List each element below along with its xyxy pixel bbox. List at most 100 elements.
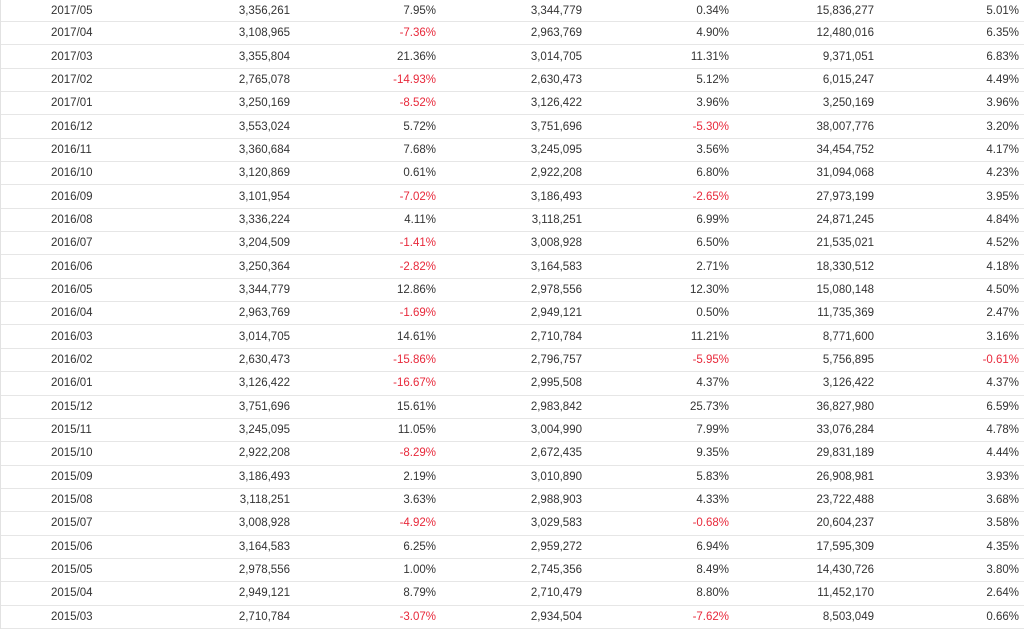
change-1-cell: -3.07%: [399, 610, 436, 623]
date-cell: 2017/01: [51, 97, 93, 110]
change-3-cell: 3.95%: [986, 190, 1019, 203]
table-row: 2015/03 2,710,784 -3.07% 2,934,504 -7.62% 8,5…: [1, 606, 1024, 629]
table-row: 2016/10 3,120,869 0.61% 2,922,208 6.80% 31,09…: [1, 162, 1024, 186]
table-row: 2016/04 2,963,769 -1.69% 2,949,121 0.50% 11,7…: [1, 302, 1024, 326]
value-2-cell: 2,710,784: [530, 330, 582, 343]
change-3-cell: 3.80%: [986, 564, 1019, 577]
change-1-cell: -14.93%: [393, 73, 436, 86]
value-2-cell: 2,949,121: [530, 307, 582, 320]
change-1-cell: 14.61%: [396, 330, 436, 343]
change-2-cell: 2.71%: [696, 260, 729, 273]
date-cell: 2015/03: [51, 610, 93, 623]
change-2-cell: 7.99%: [696, 424, 729, 437]
change-3-cell: 3.93%: [986, 470, 1019, 483]
change-1-cell: -2.82%: [399, 260, 436, 273]
change-2-cell: 5.83%: [696, 470, 729, 483]
change-3-cell: 4.23%: [986, 167, 1019, 180]
value-1-cell: 3,008,928: [238, 517, 290, 530]
table-row: 2015/04 2,949,121 8.79% 2,710,479 8.80% 11,45…: [1, 582, 1024, 606]
value-2-cell: 2,988,903: [530, 494, 582, 507]
value-3-cell: 9,371,051: [822, 50, 874, 63]
value-2-cell: 2,934,504: [530, 610, 582, 623]
change-1-cell: -1.69%: [399, 307, 436, 320]
value-2-cell: 2,959,272: [530, 540, 582, 553]
table-row: 2017/05 3,356,261 7.95% 3,344,779 0.34% 15,83…: [1, 0, 1024, 22]
change-1-cell: 1.00%: [403, 564, 436, 577]
value-2-cell: 2,978,556: [530, 283, 582, 296]
change-2-cell: 3.96%: [696, 97, 729, 110]
date-cell: 2015/10: [51, 447, 93, 460]
value-2-cell: 3,118,251: [531, 213, 582, 226]
change-2-cell: 4.37%: [696, 377, 729, 390]
table-row: 2016/11 3,360,684 7.68% 3,245,095 3.56% 34,45…: [1, 139, 1024, 163]
table-row: 2015/11 3,245,095 11.05% 3,004,990 7.99% 33,0…: [1, 419, 1024, 443]
change-3-cell: 4.84%: [986, 213, 1019, 226]
date-cell: 2016/10: [51, 167, 93, 180]
change-1-cell: -15.86%: [393, 353, 436, 366]
date-cell: 2017/05: [51, 4, 93, 17]
table-row: 2017/01 3,250,169 -8.52% 3,126,422 3.96% 3,25…: [1, 92, 1024, 116]
change-2-cell: 8.49%: [696, 564, 729, 577]
value-2-cell: 2,672,435: [530, 447, 582, 460]
value-2-cell: 2,745,356: [530, 564, 582, 577]
value-1-cell: 3,751,696: [238, 400, 290, 413]
value-1-cell: 3,250,364: [238, 260, 290, 273]
change-3-cell: 4.50%: [986, 283, 1019, 296]
table-row: 2017/03 3,355,804 21.36% 3,014,705 11.31% 9,3…: [1, 45, 1024, 69]
value-1-cell: 3,126,422: [238, 377, 290, 390]
table-row: 2016/08 3,336,224 4.11% 3,118,251 6.99% 24,87…: [1, 209, 1024, 233]
value-3-cell: 12,480,016: [816, 27, 874, 40]
table-row: 2015/10 2,922,208 -8.29% 2,672,435 9.35% 29,8…: [1, 442, 1024, 466]
change-1-cell: 4.11%: [404, 213, 436, 226]
table-row: 2015/08 3,118,251 3.63% 2,988,903 4.33% 23,72…: [1, 489, 1024, 513]
change-2-cell: -5.30%: [692, 120, 729, 133]
value-3-cell: 11,452,170: [817, 587, 874, 600]
change-2-cell: 8.80%: [696, 587, 729, 600]
change-2-cell: 6.50%: [696, 237, 729, 250]
value-2-cell: 3,029,583: [530, 517, 582, 530]
change-3-cell: -0.61%: [982, 353, 1019, 366]
table-row: 2015/05 2,978,556 1.00% 2,745,356 8.49% 14,43…: [1, 559, 1024, 583]
date-cell: 2015/04: [51, 587, 93, 600]
table-row: 2016/07 3,204,509 -1.41% 3,008,928 6.50% 21,5…: [1, 232, 1024, 256]
table-row: 2017/04 3,108,965 -7.36% 2,963,769 4.90% 12,4…: [1, 22, 1024, 46]
value-1-cell: 3,344,779: [238, 283, 290, 296]
change-1-cell: 21.36%: [396, 50, 436, 63]
change-1-cell: -7.36%: [399, 27, 436, 40]
date-cell: 2017/02: [51, 73, 93, 86]
date-cell: 2016/07: [51, 237, 93, 250]
change-3-cell: 2.47%: [986, 307, 1019, 320]
value-1-cell: 3,245,095: [238, 424, 290, 437]
change-2-cell: -0.68%: [692, 517, 729, 530]
change-2-cell: 6.80%: [696, 167, 729, 180]
value-2-cell: 3,164,583: [530, 260, 582, 273]
date-cell: 2016/08: [51, 213, 93, 226]
change-3-cell: 6.59%: [986, 400, 1019, 413]
change-1-cell: -16.67%: [393, 377, 436, 390]
value-3-cell: 27,973,199: [816, 190, 874, 203]
value-1-cell: 3,120,869: [238, 167, 290, 180]
value-3-cell: 15,836,277: [816, 4, 874, 17]
change-1-cell: -1.41%: [399, 237, 436, 250]
change-2-cell: -7.62%: [692, 610, 729, 623]
value-2-cell: 3,344,779: [530, 4, 582, 17]
value-2-cell: 2,710,479: [530, 587, 582, 600]
change-3-cell: 5.01%: [986, 4, 1019, 17]
change-3-cell: 3.96%: [986, 97, 1019, 110]
value-1-cell: 3,355,804: [238, 50, 290, 63]
change-2-cell: 6.94%: [696, 540, 729, 553]
date-cell: 2016/11: [51, 143, 92, 156]
date-cell: 2015/09: [51, 470, 93, 483]
change-1-cell: -8.52%: [399, 97, 436, 110]
change-1-cell: 12.86%: [396, 283, 436, 296]
value-1-cell: 3,204,509: [238, 237, 290, 250]
date-cell: 2016/02: [51, 353, 93, 366]
value-2-cell: 2,922,208: [530, 167, 582, 180]
value-1-cell: 3,250,169: [238, 97, 290, 110]
date-cell: 2016/04: [51, 307, 93, 320]
value-3-cell: 23,722,488: [816, 494, 874, 507]
date-cell: 2016/03: [51, 330, 93, 343]
change-2-cell: -5.95%: [692, 353, 729, 366]
value-3-cell: 8,771,600: [822, 330, 874, 343]
